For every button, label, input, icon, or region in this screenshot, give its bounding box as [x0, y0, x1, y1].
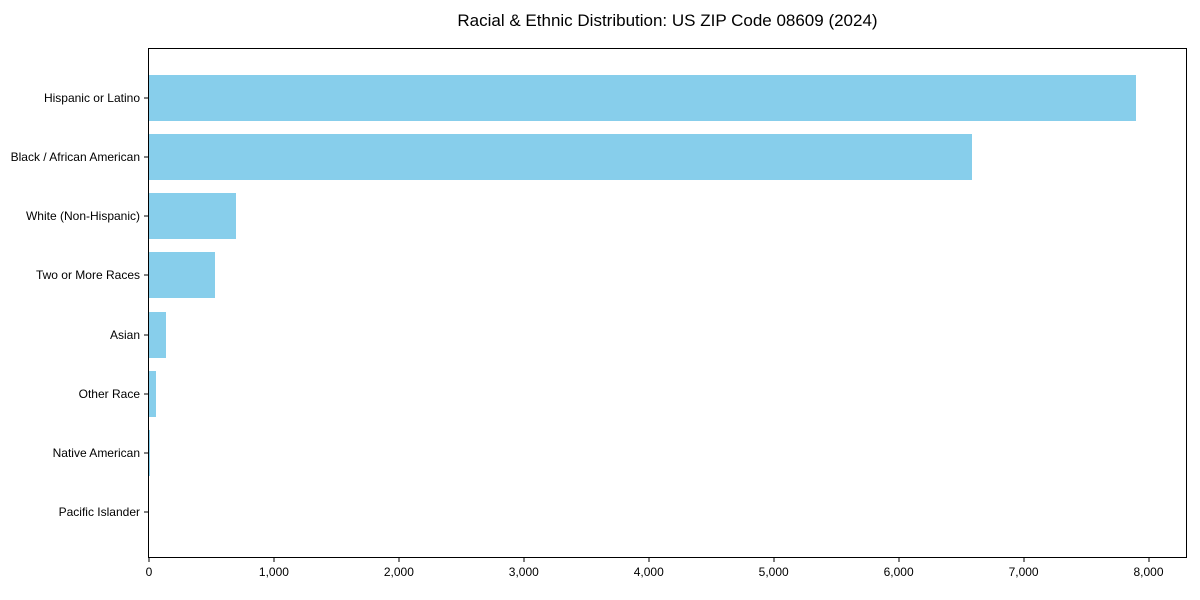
x-tick-label: 1,000 [258, 565, 289, 579]
y-tick-mark [144, 334, 148, 336]
x-tick-label: 0 [145, 565, 153, 579]
y-tick-mark [144, 452, 148, 454]
bar-row: Black / African American [11, 134, 1186, 181]
x-tick-mark [523, 558, 525, 562]
bar-other-race [149, 370, 157, 417]
y-tick-mark [144, 215, 148, 217]
x-tick-mark [1148, 558, 1150, 562]
bar-row: Other Race [79, 370, 1186, 417]
x-tick-mark [273, 558, 275, 562]
chart-title: Racial & Ethnic Distribution: US ZIP Cod… [457, 11, 878, 30]
x-tick-mark [648, 558, 650, 562]
y-tick-label: Native American [52, 445, 140, 460]
plot-area: Hispanic or Latino Black / African Americ… [11, 48, 1187, 579]
bar-row: Hispanic or Latino [44, 75, 1186, 121]
y-tick-label: Two or More Races [35, 268, 140, 283]
y-tick-label: White (Non-Hispanic) [25, 209, 140, 224]
x-tick-mark [148, 558, 150, 562]
bar-native-american [149, 429, 151, 476]
bar-black-african-american [149, 134, 973, 181]
y-tick-label: Asian [109, 327, 140, 342]
y-tick-label: Other Race [78, 386, 140, 401]
x-tick-label: 2,000 [383, 565, 414, 579]
y-tick-mark [144, 393, 148, 395]
bar-row: Two or More Races [36, 252, 1186, 299]
bar-white-non-hispanic [149, 193, 237, 240]
y-tick-label: Hispanic or Latino [43, 91, 140, 105]
bars-area: Hispanic or Latino Black / African Americ… [11, 75, 1186, 535]
bar-row: Pacific Islander [59, 489, 1186, 535]
y-tick-mark [144, 156, 148, 158]
y-tick-label: Pacific Islander [58, 504, 140, 519]
x-tick-mark [398, 558, 400, 562]
y-tick-mark [144, 511, 148, 513]
bar-row: White (Non-Hispanic) [26, 193, 1186, 240]
x-tick-mark [1023, 558, 1025, 562]
x-tick-label: 6,000 [883, 565, 914, 579]
x-tick-label: 4,000 [633, 565, 664, 579]
y-tick-mark [144, 274, 148, 276]
x-tick-label: 7,000 [1008, 565, 1039, 579]
y-tick-mark [144, 97, 148, 99]
x-tick-mark [898, 558, 900, 562]
x-tick-label: 3,000 [508, 565, 539, 579]
x-tick-label: 8,000 [1133, 565, 1164, 579]
x-tick-label: 5,000 [758, 565, 789, 579]
bar-row: Asian [110, 311, 1186, 358]
bar-two-or-more-races [149, 252, 216, 299]
bar-hispanic-or-latino [149, 75, 1137, 121]
bar-row: Native American [53, 429, 1186, 476]
y-tick-label: Black / African American [10, 150, 140, 165]
bar-asian [149, 311, 167, 358]
x-tick-mark [773, 558, 775, 562]
